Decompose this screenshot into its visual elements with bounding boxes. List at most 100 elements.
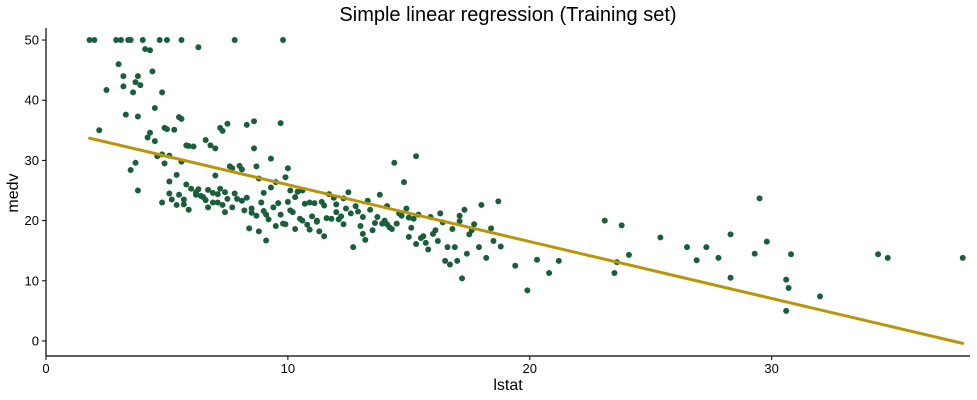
data-point xyxy=(270,204,277,211)
data-point xyxy=(202,197,209,204)
data-point xyxy=(483,254,490,261)
data-point xyxy=(333,209,340,216)
regression-line-path xyxy=(88,136,965,345)
data-point xyxy=(221,209,228,216)
data-point xyxy=(451,244,458,251)
data-point xyxy=(347,210,354,217)
data-point xyxy=(534,256,541,263)
x-tick-label: 20 xyxy=(523,361,537,376)
y-tick-label: 50 xyxy=(25,33,39,48)
data-point xyxy=(311,200,318,207)
data-point xyxy=(219,127,226,134)
x-tick-label: 30 xyxy=(764,361,778,376)
data-point xyxy=(183,181,190,188)
data-point xyxy=(132,159,139,166)
data-point xyxy=(144,134,151,141)
data-point xyxy=(185,206,192,213)
data-point xyxy=(171,126,178,133)
data-point xyxy=(127,37,134,44)
data-point xyxy=(137,82,144,89)
data-point xyxy=(166,190,173,197)
data-point xyxy=(282,221,289,228)
data-point xyxy=(275,200,282,207)
chart-title: Simple linear regression (Training set) xyxy=(339,4,676,26)
x-tick-label: 10 xyxy=(281,361,295,376)
data-point xyxy=(234,195,241,202)
data-point xyxy=(715,254,722,261)
data-point xyxy=(263,237,270,244)
data-point xyxy=(117,37,124,44)
data-point xyxy=(875,251,882,258)
data-point xyxy=(446,261,453,268)
y-axis-label: medv xyxy=(5,173,22,212)
data-point xyxy=(238,197,245,204)
data-point xyxy=(388,226,395,233)
data-point xyxy=(751,250,758,257)
data-point xyxy=(251,145,258,152)
data-points xyxy=(86,37,966,314)
data-point xyxy=(195,186,202,193)
data-point xyxy=(91,37,98,44)
data-point xyxy=(180,196,187,203)
data-point xyxy=(134,187,141,194)
data-point xyxy=(463,250,470,257)
data-point xyxy=(282,174,289,181)
data-point xyxy=(555,257,562,264)
data-point xyxy=(357,223,364,230)
data-point xyxy=(490,238,497,245)
data-point xyxy=(103,86,110,93)
data-point xyxy=(400,179,407,186)
data-point xyxy=(437,210,444,217)
data-point xyxy=(309,213,316,220)
data-point xyxy=(408,224,415,231)
data-point xyxy=(280,37,287,44)
data-point xyxy=(260,189,267,196)
y-tick-label: 30 xyxy=(25,153,39,168)
data-point xyxy=(190,143,197,150)
data-point xyxy=(176,191,183,198)
data-point xyxy=(248,205,255,212)
plot-area xyxy=(86,37,966,345)
data-point xyxy=(255,228,262,235)
data-point xyxy=(328,215,335,222)
data-point xyxy=(359,213,366,220)
data-point xyxy=(253,212,260,219)
data-point xyxy=(478,201,485,208)
data-point xyxy=(763,238,770,245)
data-point xyxy=(756,195,763,202)
data-point xyxy=(342,205,349,212)
data-point xyxy=(316,228,323,235)
data-point xyxy=(113,37,120,44)
data-point xyxy=(178,37,185,44)
data-point xyxy=(413,241,420,248)
data-point xyxy=(727,274,734,281)
data-point xyxy=(142,46,149,53)
regression-line xyxy=(88,136,965,345)
data-point xyxy=(306,199,313,206)
data-point xyxy=(267,155,274,162)
data-point xyxy=(163,37,170,44)
data-point xyxy=(304,221,311,228)
data-point xyxy=(188,185,195,192)
data-point xyxy=(294,188,301,195)
data-point xyxy=(371,219,378,226)
data-point xyxy=(367,206,374,213)
data-point xyxy=(727,231,734,238)
data-point xyxy=(488,225,495,232)
data-point xyxy=(134,113,141,120)
data-point xyxy=(147,129,154,136)
data-point xyxy=(497,243,504,250)
data-point xyxy=(362,236,369,243)
data-point xyxy=(205,186,212,193)
data-point xyxy=(120,83,127,90)
data-point xyxy=(625,251,632,258)
y-axis: 0 10 20 30 40 50 xyxy=(25,28,47,356)
y-ticks: 0 10 20 30 40 50 xyxy=(25,33,46,348)
data-point xyxy=(147,47,154,54)
data-point xyxy=(221,189,228,196)
data-point xyxy=(301,200,308,207)
y-tick-label: 10 xyxy=(25,273,39,288)
data-point xyxy=(292,226,299,233)
data-point xyxy=(434,238,441,245)
